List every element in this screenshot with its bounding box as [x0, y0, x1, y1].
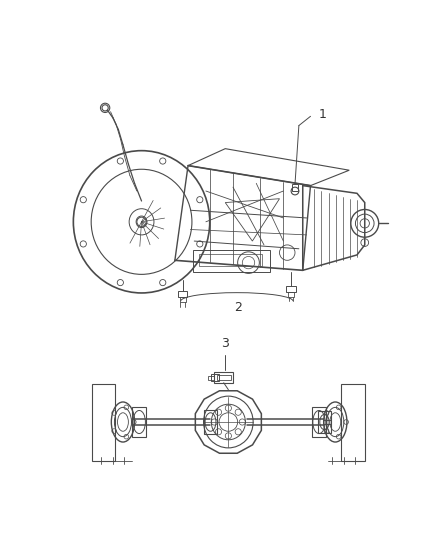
- Text: 2: 2: [234, 301, 242, 314]
- Bar: [286, 286, 296, 292]
- Bar: [292, 184, 298, 191]
- Bar: [218, 375, 231, 381]
- Bar: [92, 384, 115, 461]
- Bar: [312, 407, 326, 438]
- Bar: [342, 384, 365, 461]
- Text: 1: 1: [318, 108, 326, 120]
- Text: 3: 3: [221, 337, 229, 350]
- Bar: [208, 376, 214, 381]
- Bar: [214, 372, 233, 383]
- Bar: [180, 297, 186, 302]
- Bar: [211, 374, 219, 381]
- Bar: [288, 292, 294, 296]
- Bar: [132, 407, 146, 438]
- Bar: [204, 410, 218, 434]
- Bar: [199, 254, 262, 266]
- Bar: [193, 251, 270, 272]
- Bar: [318, 411, 331, 433]
- Bar: [178, 291, 187, 297]
